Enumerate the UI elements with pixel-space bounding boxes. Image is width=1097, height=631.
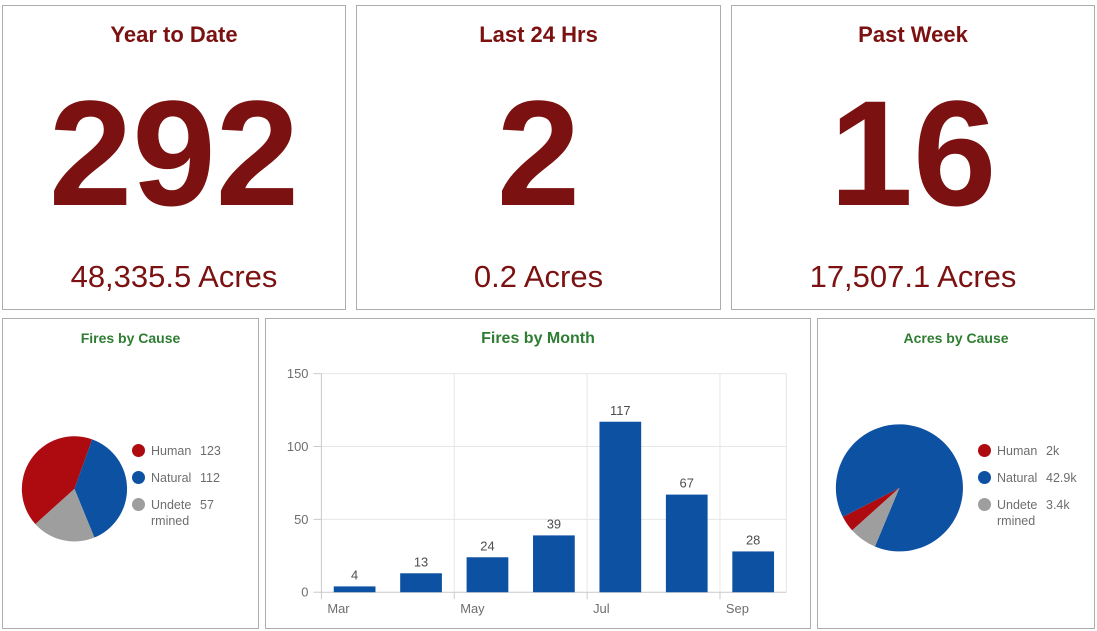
stat-title: Last 24 Hrs: [479, 22, 598, 47]
legend-value: 57: [200, 498, 214, 512]
stat-title: Past Week: [858, 22, 968, 47]
legend-label: Undetermined: [151, 498, 192, 528]
bar-sep[interactable]: [732, 551, 775, 593]
pie-slice-human[interactable]: [842, 487, 900, 531]
chart-title: Fires by Cause: [80, 330, 181, 346]
acres-by-cause-card: Acres by Cause Human 2k Natural 42.9k Un…: [817, 318, 1095, 629]
bar-value-label: 4: [351, 567, 358, 582]
y-tick-label: 100: [287, 439, 309, 454]
chart-legend: Human 2k Natural 42.9k Undetermined 3.4k: [978, 443, 1077, 529]
legend-label: Natural: [151, 471, 192, 485]
fires-by-month-bar-chart[interactable]: 0 50 100 150 Mar May Jul Sep 4 13 24 39 117 67 28: [266, 319, 810, 628]
bar-may[interactable]: [466, 557, 509, 593]
fires-by-cause-pie-chart[interactable]: [3, 319, 258, 628]
legend-swatch-natural: [132, 471, 145, 484]
legend-label: Undetermined: [997, 498, 1038, 528]
stat-value: 2: [496, 69, 581, 238]
legend-swatch-human: [978, 444, 991, 457]
bar-jun[interactable]: [533, 535, 575, 593]
bar-value-label: 13: [414, 554, 428, 569]
legend-item-human[interactable]: Human 2k: [978, 443, 1077, 459]
x-tick-label: Sep: [726, 601, 749, 616]
chart-title: Fires by Month: [481, 330, 595, 347]
bar-jul[interactable]: [599, 421, 642, 593]
bar-value-label: 24: [480, 538, 494, 553]
stat-card-past-week: Past Week 16 17,507.1 Acres: [731, 5, 1095, 310]
acres-by-cause-pie-chart[interactable]: [818, 319, 1094, 628]
stat-acres: 0.2 Acres: [473, 259, 604, 294]
legend-item-undetermined[interactable]: Undetermined 57: [132, 497, 221, 529]
y-tick-label: 0: [301, 585, 308, 600]
fires-by-month-card: Fires by Month 0 50 100 150 Mar May Jul Sep 4 13 2…: [265, 318, 811, 629]
legend-item-natural[interactable]: Natural 42.9k: [978, 470, 1077, 486]
legend-item-undetermined[interactable]: Undetermined 3.4k: [978, 497, 1077, 529]
stat-acres: 17,507.1 Acres: [809, 259, 1017, 294]
pie-slice-natural[interactable]: [74, 439, 128, 538]
legend-value: 123: [200, 444, 221, 458]
legend-swatch-undetermined: [978, 498, 991, 511]
legend-value: 2k: [1046, 444, 1060, 458]
x-tick-label: Jul: [593, 601, 610, 616]
chart-title: Acres by Cause: [903, 330, 1009, 346]
y-tick-label: 50: [294, 512, 308, 527]
legend-swatch-human: [132, 444, 145, 457]
pie-slice-natural[interactable]: [835, 424, 963, 552]
x-tick-label: May: [460, 601, 485, 616]
bar-value-label: 117: [610, 403, 631, 418]
legend-value: 42.9k: [1046, 471, 1077, 485]
chart-legend: Human 123 Natural 112 Undetermined 57: [132, 443, 221, 529]
bar-value-label: 28: [746, 532, 760, 547]
bar-apr[interactable]: [400, 573, 442, 593]
stat-card-last-24-hrs: Last 24 Hrs 2 0.2 Acres: [356, 5, 721, 310]
legend-swatch-natural: [978, 471, 991, 484]
bar-value-label: 67: [680, 476, 694, 491]
pie-slice-undetermined[interactable]: [852, 487, 900, 547]
stat-value: 292: [48, 69, 300, 238]
bar-value-label: 39: [547, 516, 561, 531]
legend-item-human[interactable]: Human 123: [132, 443, 221, 459]
fires-by-cause-card: Fires by Cause Human 123 Natural 112 Und…: [2, 318, 259, 629]
stat-title: Year to Date: [110, 22, 238, 47]
pie-slice-undetermined[interactable]: [35, 488, 95, 542]
legend-label: Natural: [997, 471, 1038, 485]
bar-mar[interactable]: [333, 586, 376, 593]
legend-item-natural[interactable]: Natural 112: [132, 470, 221, 486]
stat-acres: 48,335.5 Acres: [70, 259, 278, 294]
stat-value: 16: [829, 69, 997, 238]
stats-row: Year to Date 292 48,335.5 Acres Last 24 …: [2, 5, 1095, 310]
legend-label: Human: [997, 444, 1038, 458]
pie-slice-human[interactable]: [21, 436, 93, 525]
legend-value: 112: [200, 471, 220, 485]
y-tick-label: 150: [287, 366, 309, 381]
stat-card-year-to-date: Year to Date 292 48,335.5 Acres: [2, 5, 346, 310]
x-tick-label: Mar: [327, 601, 350, 616]
legend-swatch-undetermined: [132, 498, 145, 511]
bar-aug[interactable]: [665, 494, 708, 593]
legend-value: 3.4k: [1046, 498, 1070, 512]
charts-row: Fires by Cause Human 123 Natural 112 Und…: [2, 318, 1095, 629]
legend-label: Human: [151, 444, 192, 458]
